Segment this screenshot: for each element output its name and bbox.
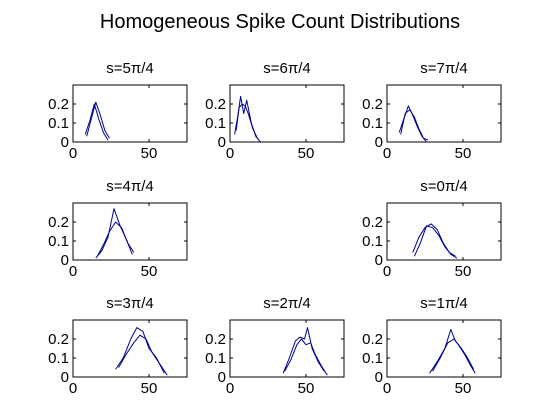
y-tick-label: 0.2 bbox=[48, 331, 69, 348]
y-tick-label: 0 bbox=[61, 134, 69, 151]
axes-box bbox=[229, 319, 345, 378]
series-line-1 bbox=[95, 208, 133, 259]
y-tick-label: 0.1 bbox=[362, 350, 383, 367]
axes-box bbox=[386, 319, 502, 378]
axes-box bbox=[72, 84, 188, 143]
x-tick-label: 50 bbox=[455, 263, 472, 280]
y-tick-label: 0.2 bbox=[362, 331, 383, 348]
y-tick-label: 0 bbox=[375, 134, 383, 151]
y-tick-label: 0.2 bbox=[48, 214, 69, 231]
axes-box bbox=[72, 319, 188, 378]
y-tick-label: 0.1 bbox=[48, 115, 69, 132]
x-tick-label: 50 bbox=[298, 380, 315, 397]
series-line-2 bbox=[284, 338, 328, 376]
y-tick-label: 0.1 bbox=[362, 115, 383, 132]
subplot-title: s=3π/4 bbox=[106, 295, 153, 312]
x-tick-label: 0 bbox=[226, 145, 234, 162]
axes-box bbox=[386, 84, 502, 143]
x-tick-label: 0 bbox=[69, 263, 77, 280]
x-tick-label: 50 bbox=[141, 145, 158, 162]
y-tick-label: 0 bbox=[218, 369, 226, 386]
y-tick-label: 0.2 bbox=[48, 96, 69, 113]
x-tick-label: 50 bbox=[455, 380, 472, 397]
subplot-title: s=6π/4 bbox=[263, 60, 310, 77]
x-tick-label: 50 bbox=[455, 145, 472, 162]
series-line-1 bbox=[429, 329, 475, 374]
x-tick-label: 0 bbox=[69, 145, 77, 162]
series-line-2 bbox=[118, 334, 168, 376]
figure-title: Homogeneous Spike Count Distributions bbox=[100, 11, 460, 33]
subplot-title: s=0π/4 bbox=[420, 178, 467, 195]
axes-box bbox=[386, 202, 502, 261]
y-tick-label: 0 bbox=[375, 252, 383, 269]
series-line-2 bbox=[96, 221, 135, 257]
x-tick-label: 50 bbox=[141, 263, 158, 280]
series-line-1 bbox=[282, 327, 325, 374]
series-line-1 bbox=[84, 103, 109, 141]
series-line-2 bbox=[413, 225, 458, 259]
y-tick-label: 0.1 bbox=[362, 233, 383, 250]
y-tick-label: 0.1 bbox=[205, 350, 226, 367]
y-tick-label: 0.1 bbox=[205, 115, 226, 132]
series-line-2 bbox=[432, 338, 476, 374]
x-tick-label: 0 bbox=[69, 380, 77, 397]
y-tick-label: 0 bbox=[61, 369, 69, 386]
subplot-title: s=7π/4 bbox=[420, 60, 467, 77]
x-tick-label: 0 bbox=[383, 380, 391, 397]
y-tick-label: 0.2 bbox=[205, 331, 226, 348]
subplot-title: s=5π/4 bbox=[106, 60, 153, 77]
y-tick-label: 0 bbox=[218, 134, 226, 151]
x-tick-label: 0 bbox=[226, 380, 234, 397]
x-tick-label: 0 bbox=[383, 263, 391, 280]
x-tick-label: 50 bbox=[298, 145, 315, 162]
y-tick-label: 0.2 bbox=[205, 96, 226, 113]
series-line-2 bbox=[400, 109, 429, 141]
subplot-title: s=2π/4 bbox=[263, 295, 310, 312]
axes-box bbox=[72, 202, 188, 261]
series-line-1 bbox=[115, 327, 165, 374]
y-tick-label: 0 bbox=[61, 252, 69, 269]
y-tick-label: 0.2 bbox=[362, 96, 383, 113]
axes-box bbox=[229, 84, 345, 143]
subplot-title: s=4π/4 bbox=[106, 178, 153, 195]
y-tick-label: 0 bbox=[375, 369, 383, 386]
x-tick-label: 50 bbox=[141, 380, 158, 397]
series-line-1 bbox=[234, 95, 261, 143]
x-tick-label: 0 bbox=[383, 145, 391, 162]
y-tick-label: 0.1 bbox=[48, 350, 69, 367]
y-tick-label: 0.2 bbox=[362, 214, 383, 231]
y-tick-label: 0.1 bbox=[48, 233, 69, 250]
series-line-2 bbox=[86, 101, 110, 139]
series-line-2 bbox=[235, 103, 258, 139]
subplot-title: s=1π/4 bbox=[420, 295, 467, 312]
